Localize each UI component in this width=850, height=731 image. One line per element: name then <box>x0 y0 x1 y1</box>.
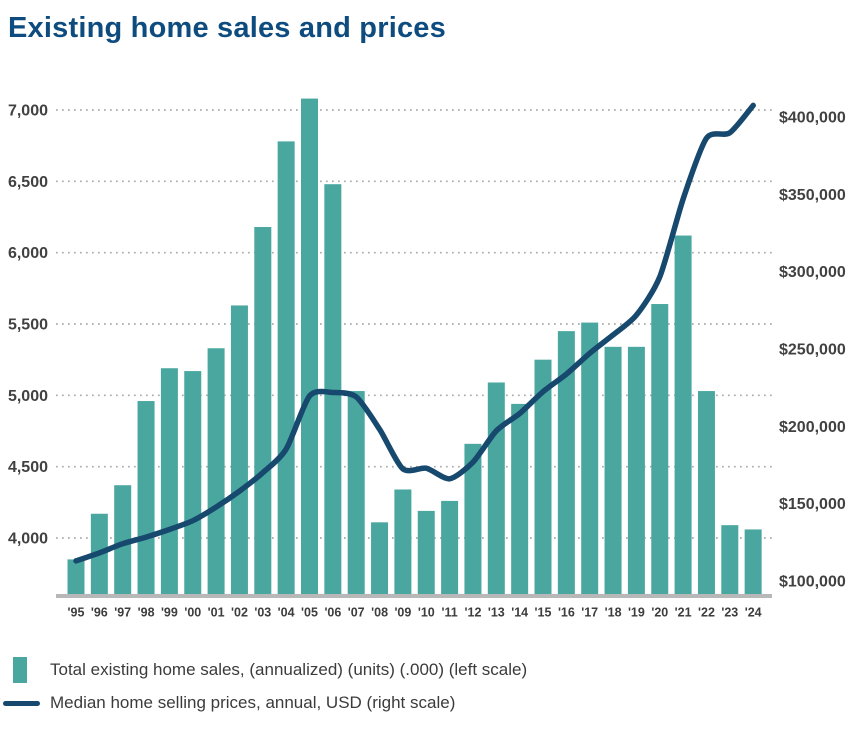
bar <box>277 141 295 596</box>
price-line <box>73 102 756 564</box>
legend-item-prices: Median home selling prices, annual, USD … <box>0 691 850 715</box>
bar <box>721 525 739 596</box>
right-axis-tick-label: $200,000 <box>779 419 846 436</box>
year-label: '00 <box>184 606 201 620</box>
year-label: '95 <box>68 606 85 620</box>
year-label: '96 <box>91 606 108 620</box>
bar <box>697 391 715 596</box>
bar <box>207 348 225 596</box>
year-label: '01 <box>208 606 225 620</box>
right-axis-labels: $100,000 $150,000 $200,000 $250,000 $300,000… <box>779 110 846 591</box>
sales-bars <box>67 98 762 597</box>
left-axis-labels: 4,000 4,500 5,000 5,500 6,000 6,500 7,000 <box>8 103 48 548</box>
year-label: '04 <box>278 606 295 620</box>
right-axis-tick-label: $400,000 <box>779 110 846 127</box>
bar <box>230 305 248 596</box>
bar <box>301 98 318 596</box>
year-label: '23 <box>721 606 738 620</box>
legend-label-sales: Total existing home sales, (annualized) … <box>50 659 528 679</box>
x-axis-labels: '95 '96 '97 '98 '99 '00 '01 '02 '03 '04 '05 '06 '07 '… <box>68 606 762 620</box>
left-axis-tick-label: 6,500 <box>8 174 48 191</box>
right-axis-tick-label: $100,000 <box>779 574 846 591</box>
bar-series-swatch-icon <box>13 657 27 683</box>
left-axis-tick-label: 5,000 <box>8 388 48 405</box>
year-label: '08 <box>371 606 388 620</box>
year-label: '07 <box>348 606 365 620</box>
bar <box>347 391 365 596</box>
year-label: '17 <box>581 606 598 620</box>
left-axis-tick-label: 7,000 <box>8 103 48 120</box>
bar <box>67 559 85 596</box>
year-label: '18 <box>605 606 622 620</box>
left-axis-tick-label: 4,500 <box>8 459 48 476</box>
year-label: '09 <box>394 606 411 620</box>
bar <box>371 522 389 596</box>
bar <box>394 489 412 596</box>
bar <box>487 382 505 596</box>
right-axis-tick-label: $350,000 <box>779 187 846 204</box>
bar <box>651 304 669 596</box>
year-label: '14 <box>511 606 528 620</box>
line-series-swatch-icon <box>3 700 40 706</box>
year-label: '24 <box>745 606 762 620</box>
bar <box>114 485 132 596</box>
chart-title: Existing home sales and prices <box>8 12 446 44</box>
bar <box>674 235 692 597</box>
year-label: '13 <box>488 606 505 620</box>
bar <box>511 403 529 596</box>
year-label: '11 <box>442 606 458 620</box>
year-label: '98 <box>138 606 155 620</box>
left-axis-tick-label: 4,000 <box>8 531 48 548</box>
year-label: '12 <box>465 606 482 620</box>
bar <box>160 368 178 596</box>
right-axis-tick-label: $250,000 <box>779 342 846 359</box>
bar <box>744 529 762 596</box>
bar <box>441 500 459 596</box>
bar <box>534 359 552 596</box>
year-label: '02 <box>231 606 248 620</box>
combo-chart: 4,000 4,500 5,000 5,500 6,000 6,500 7,000 $100,… <box>8 98 846 620</box>
bar <box>184 371 202 596</box>
bar <box>254 226 272 597</box>
year-label: '05 <box>301 606 318 620</box>
year-label: '03 <box>254 606 271 620</box>
left-axis-tick-label: 6,000 <box>8 245 48 262</box>
year-label: '15 <box>535 606 552 620</box>
bar <box>604 346 622 596</box>
year-label: '10 <box>418 606 435 620</box>
year-label: '21 <box>675 606 692 620</box>
bar <box>417 510 435 596</box>
legend: Total existing home sales, (annualized) … <box>0 651 850 715</box>
bar <box>137 401 155 596</box>
year-label: '16 <box>558 606 575 620</box>
bar <box>557 331 575 596</box>
year-label: '22 <box>698 606 715 620</box>
bar <box>464 443 482 596</box>
year-label: '20 <box>651 606 668 620</box>
year-label: '19 <box>628 606 645 620</box>
bar <box>581 322 599 596</box>
year-label: '97 <box>114 606 131 620</box>
right-axis-tick-label: $150,000 <box>779 496 846 513</box>
right-axis-tick-label: $300,000 <box>779 264 846 281</box>
left-axis-tick-label: 5,500 <box>8 317 48 334</box>
year-label: '99 <box>161 606 178 620</box>
year-label: '06 <box>324 606 341 620</box>
legend-label-prices: Median home selling prices, annual, USD … <box>50 692 456 712</box>
legend-item-sales: Total existing home sales, (annualized) … <box>0 651 850 689</box>
bar <box>627 346 645 596</box>
